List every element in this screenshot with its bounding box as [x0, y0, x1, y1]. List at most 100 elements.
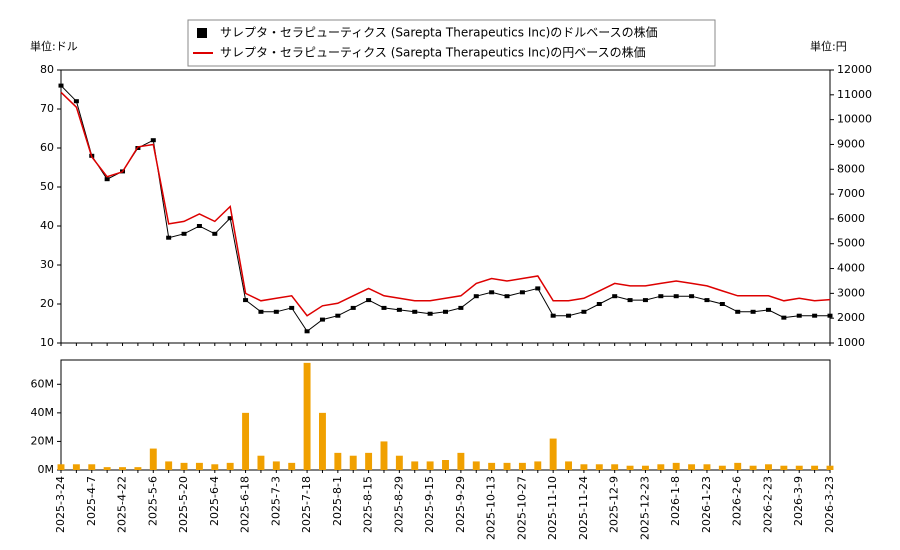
- price-mark: [796, 313, 802, 318]
- price-mark: [827, 313, 833, 318]
- price-line: [60, 91, 831, 317]
- volume-bar: [119, 467, 126, 470]
- price-mark: [689, 294, 695, 299]
- price-mark: [58, 83, 64, 88]
- price-mark: [458, 305, 464, 310]
- volume-bar: [472, 461, 480, 470]
- y-unit-label: 単位:ドル: [30, 39, 78, 53]
- volume-frame: [60, 359, 831, 471]
- x-tick-label: 2026-1-23: [700, 476, 713, 533]
- price-mark: [396, 307, 402, 312]
- price-mark: [350, 305, 356, 310]
- x-tick-label: 2025-7-18: [300, 476, 313, 533]
- y2-unit-label: 単位:円: [810, 39, 847, 53]
- price-mark: [258, 309, 264, 314]
- x-tick-label: 2025-6-4: [208, 476, 221, 526]
- y-tick-label: 70: [40, 102, 54, 115]
- y-tick-label: 20: [40, 297, 54, 310]
- y2-tick-label: 5000: [837, 237, 865, 250]
- price-mark: [673, 294, 679, 299]
- volume-bar: [795, 465, 803, 470]
- x-tick-label: 2025-9-15: [423, 476, 436, 533]
- price-mark: [781, 315, 787, 320]
- x-tick-label: 2025-10-13: [485, 476, 498, 540]
- volume-bar: [518, 462, 526, 470]
- x-tick-label: 2025-5-20: [177, 476, 190, 533]
- price-mark: [519, 290, 525, 295]
- volume-bar: [149, 448, 157, 470]
- volume-bar: [426, 461, 434, 470]
- y-tick-label: 30: [40, 258, 54, 271]
- x-tick-label: 2026-1-8: [669, 476, 682, 526]
- price-mark: [166, 235, 172, 240]
- price-mark: [704, 298, 710, 303]
- volume-bar: [226, 462, 234, 470]
- y-tick-label: 50: [40, 180, 54, 193]
- price-mark: [227, 216, 233, 221]
- volume-bar: [180, 462, 188, 470]
- volume-bar: [242, 412, 250, 470]
- price-mark: [658, 294, 664, 299]
- volume-bar: [488, 462, 496, 470]
- y2-tick-label: 12000: [837, 63, 872, 76]
- price-mark: [719, 302, 725, 306]
- price-mark: [319, 317, 325, 322]
- volume-bar: [318, 412, 326, 470]
- x-tick-label: 2025-5-6: [146, 476, 159, 526]
- y2-tick-label: 4000: [837, 262, 865, 275]
- volume-bar: [211, 464, 219, 470]
- y2-tick-label: 8000: [837, 162, 865, 175]
- volume-bar: [688, 464, 696, 470]
- y2-tick-label: 3000: [837, 286, 865, 299]
- price-mark: [212, 231, 218, 236]
- y-tick-label: 10: [40, 336, 54, 349]
- price-mark: [73, 99, 79, 104]
- price-mark: [765, 307, 771, 312]
- volume-bar: [72, 464, 80, 470]
- x-tick-label: 2025-8-15: [362, 476, 375, 533]
- volume-bar: [534, 461, 542, 470]
- price-mark: [443, 309, 448, 314]
- price-mark: [596, 302, 602, 306]
- legend-swatch: [197, 28, 207, 38]
- price-mark: [473, 294, 479, 299]
- price-mark: [196, 224, 202, 228]
- y2-tick-label: 11000: [837, 88, 872, 101]
- volume-bar: [103, 467, 111, 470]
- y2-tick-label: 10000: [837, 113, 872, 126]
- price-mark: [550, 313, 556, 318]
- volume-bar: [703, 464, 711, 470]
- y-tick-label: 60: [40, 141, 54, 154]
- volume-bar: [272, 461, 280, 470]
- volume-tick-label: 20M: [31, 434, 55, 447]
- x-tick-label: 2025-9-29: [454, 476, 467, 533]
- price-mark: [335, 313, 341, 318]
- x-tick-label: 2025-12-9: [608, 476, 621, 533]
- price-mark: [412, 309, 418, 314]
- y2-tick-label: 6000: [837, 212, 865, 225]
- volume-bar: [411, 461, 419, 470]
- volume-bar: [626, 465, 634, 470]
- price-mark: [581, 309, 587, 314]
- volume-bar: [595, 464, 603, 470]
- volume-bar: [442, 460, 449, 470]
- volume-bar: [826, 465, 834, 470]
- volume-bar: [611, 464, 619, 470]
- x-tick-label: 2025-11-24: [577, 476, 590, 540]
- y2-tick-label: 2000: [837, 311, 865, 324]
- price-mark: [566, 313, 572, 318]
- x-tick-label: 2026-2-23: [761, 476, 774, 533]
- price-mark: [812, 313, 818, 318]
- volume-bar: [734, 462, 742, 470]
- volume-bar: [257, 455, 265, 470]
- x-tick-label: 2025-7-3: [269, 476, 282, 526]
- x-tick-label: 2026-3-9: [792, 476, 805, 526]
- volume-bar: [718, 465, 726, 470]
- volume-bar: [195, 462, 203, 470]
- x-tick-label: 2025-10-27: [515, 476, 528, 540]
- x-tick-label: 2025-6-18: [239, 476, 252, 533]
- volume-bar: [334, 452, 342, 470]
- price-mark: [535, 286, 541, 291]
- volume-bar: [549, 438, 557, 470]
- volume-bar: [395, 455, 403, 470]
